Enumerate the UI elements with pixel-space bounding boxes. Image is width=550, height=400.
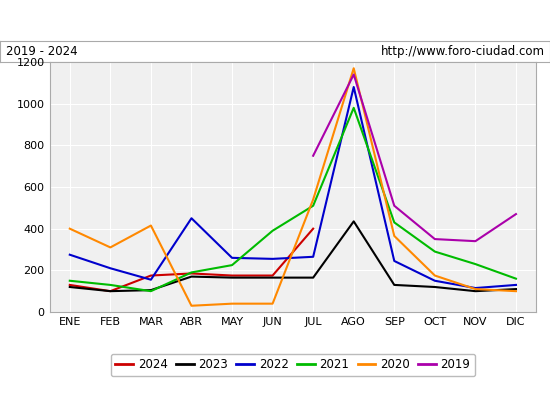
- Text: 2019 - 2024: 2019 - 2024: [6, 45, 77, 58]
- Text: http://www.foro-ciudad.com: http://www.foro-ciudad.com: [381, 45, 544, 58]
- Text: Evolucion Nº Turistas Nacionales en el municipio de Destriana: Evolucion Nº Turistas Nacionales en el m…: [38, 14, 512, 28]
- Legend: 2024, 2023, 2022, 2021, 2020, 2019: 2024, 2023, 2022, 2021, 2020, 2019: [111, 354, 475, 376]
